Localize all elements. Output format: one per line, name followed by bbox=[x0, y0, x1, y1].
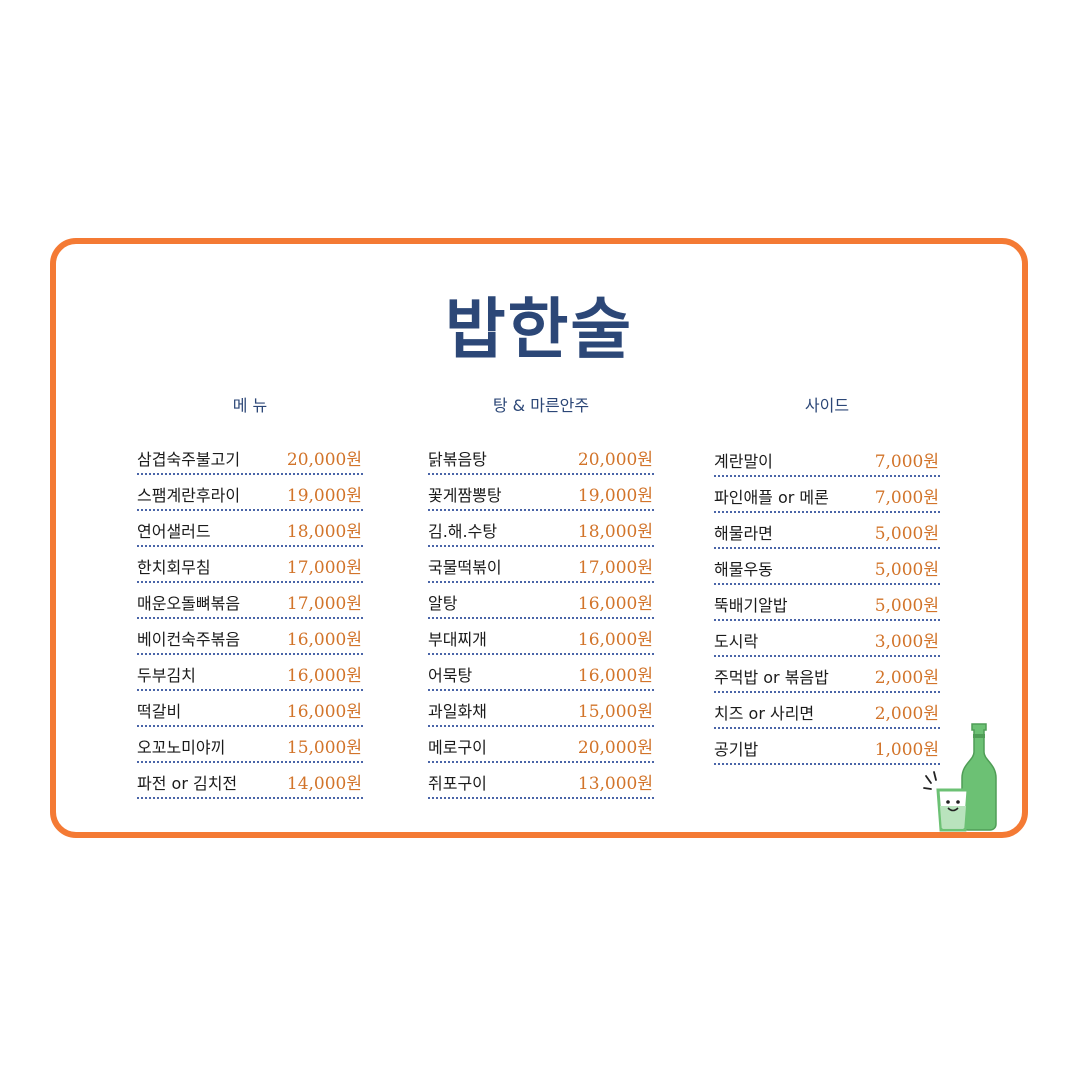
menu-item-name: 한치회무침 bbox=[137, 558, 211, 577]
menu-item-name: 해물라면 bbox=[714, 524, 773, 543]
menu-item-price: 16,000원 bbox=[286, 666, 362, 686]
menu-section-side: 사이드 계란말이 7,000원 파인애플 or 메론 7,000원 해물라면 5,000원… bbox=[714, 392, 940, 768]
menu-item-price: 16,000원 bbox=[577, 594, 653, 614]
menu-item: 매운오돌뼈볶음 17,000원 bbox=[137, 586, 363, 619]
restaurant-logo: 밥한술 bbox=[444, 291, 634, 368]
menu-item: 메로구이 20,000원 bbox=[428, 730, 654, 763]
menu-item-name: 알탕 bbox=[428, 594, 458, 613]
menu-item: 한치회무침 17,000원 bbox=[137, 550, 363, 583]
menu-item-price: 5,000원 bbox=[874, 596, 939, 616]
menu-item: 주먹밥 or 볶음밥 2,000원 bbox=[714, 660, 940, 693]
menu-list: 닭볶음탕 20,000원 꽃게짬뽕탕 19,000원 김.해.수탕 18,000원 국물떡볶… bbox=[428, 442, 654, 799]
menu-item: 연어샐러드 18,000원 bbox=[137, 514, 363, 547]
section-title: 탕 & 마른안주 bbox=[492, 396, 590, 415]
menu-item: 해물라면 5,000원 bbox=[714, 516, 940, 549]
menu-item-name: 계란말이 bbox=[714, 452, 773, 471]
menu-item-price: 20,000원 bbox=[577, 450, 653, 470]
menu-item: 김.해.수탕 18,000원 bbox=[428, 514, 654, 547]
menu-item-price: 17,000원 bbox=[286, 558, 362, 578]
section-title: 메 뉴 bbox=[232, 396, 268, 415]
menu-item: 삼겹숙주불고기 20,000원 bbox=[137, 442, 363, 475]
menu-item-price: 16,000원 bbox=[577, 630, 653, 650]
menu-item-name: 매운오돌뼈볶음 bbox=[137, 594, 241, 613]
menu-item: 스팸계란후라이 19,000원 bbox=[137, 478, 363, 511]
menu-item-price: 16,000원 bbox=[286, 702, 362, 722]
menu-item-name: 메로구이 bbox=[428, 738, 487, 757]
menu-item-price: 19,000원 bbox=[286, 486, 362, 506]
menu-item-name: 국물떡볶이 bbox=[428, 558, 502, 577]
menu-item-name: 베이컨숙주볶음 bbox=[137, 630, 241, 649]
menu-item-name: 과일화채 bbox=[428, 702, 487, 721]
menu-item: 꽃게짬뽕탕 19,000원 bbox=[428, 478, 654, 511]
menu-item-name: 파인애플 or 메론 bbox=[714, 488, 829, 507]
menu-item-name: 오꼬노미야끼 bbox=[137, 738, 226, 757]
menu-item: 오꼬노미야끼 15,000원 bbox=[137, 730, 363, 763]
menu-item-price: 18,000원 bbox=[286, 522, 362, 542]
menu-item: 두부김치 16,000원 bbox=[137, 658, 363, 691]
menu-item: 과일화채 15,000원 bbox=[428, 694, 654, 727]
menu-item-price: 7,000원 bbox=[874, 488, 939, 508]
menu-list: 계란말이 7,000원 파인애플 or 메론 7,000원 해물라면 5,000원 해물우동… bbox=[714, 444, 940, 765]
menu-item-name: 삼겹숙주불고기 bbox=[137, 450, 241, 469]
menu-item-name: 쥐포구이 bbox=[428, 774, 487, 793]
menu-item: 뚝배기알밥 5,000원 bbox=[714, 588, 940, 621]
menu-item: 치즈 or 사리면 2,000원 bbox=[714, 696, 940, 729]
menu-item: 떡갈비 16,000원 bbox=[137, 694, 363, 727]
menu-item: 쥐포구이 13,000원 bbox=[428, 766, 654, 799]
menu-item-price: 1,000원 bbox=[874, 740, 939, 760]
menu-item: 파인애플 or 메론 7,000원 bbox=[714, 480, 940, 513]
menu-item-price: 20,000원 bbox=[286, 450, 362, 470]
section-title: 사이드 bbox=[804, 396, 850, 415]
menu-item-price: 17,000원 bbox=[577, 558, 653, 578]
menu-item: 베이컨숙주볶음 16,000원 bbox=[137, 622, 363, 655]
menu-item-name: 파전 or 김치전 bbox=[137, 774, 238, 793]
menu-item-price: 14,000원 bbox=[286, 774, 362, 794]
menu-item: 닭볶음탕 20,000원 bbox=[428, 442, 654, 475]
menu-item-name: 도시락 bbox=[714, 632, 759, 651]
soju-bottle-and-glass-icon bbox=[923, 723, 997, 832]
menu-item-price: 17,000원 bbox=[286, 594, 362, 614]
menu-item-price: 2,000원 bbox=[874, 668, 939, 688]
menu-item: 알탕 16,000원 bbox=[428, 586, 654, 619]
menu-item-name: 두부김치 bbox=[137, 666, 196, 685]
menu-item: 공기밥 1,000원 bbox=[714, 732, 940, 765]
menu-item-price: 18,000원 bbox=[577, 522, 653, 542]
menu-item-price: 19,000원 bbox=[577, 486, 653, 506]
menu-item-price: 16,000원 bbox=[577, 666, 653, 686]
menu-item: 계란말이 7,000원 bbox=[714, 444, 940, 477]
menu-item-price: 13,000원 bbox=[577, 774, 653, 794]
menu-item-price: 5,000원 bbox=[874, 524, 939, 544]
menu-item-price: 2,000원 bbox=[874, 704, 939, 724]
menu-item-name: 닭볶음탕 bbox=[428, 450, 487, 469]
menu-item: 파전 or 김치전 14,000원 bbox=[137, 766, 363, 799]
menu-item-name: 해물우동 bbox=[714, 560, 773, 579]
menu-item-price: 16,000원 bbox=[286, 630, 362, 650]
menu-item-name: 꽃게짬뽕탕 bbox=[428, 486, 502, 505]
menu-item-name: 스팸계란후라이 bbox=[137, 486, 241, 505]
menu-item-name: 부대찌개 bbox=[428, 630, 487, 649]
menu-item-price: 5,000원 bbox=[874, 560, 939, 580]
menu-item-price: 20,000원 bbox=[577, 738, 653, 758]
menu-item-name: 뚝배기알밥 bbox=[714, 596, 788, 615]
menu-item: 어묵탕 16,000원 bbox=[428, 658, 654, 691]
menu-item-name: 떡갈비 bbox=[137, 702, 182, 721]
menu-item: 국물떡볶이 17,000원 bbox=[428, 550, 654, 583]
menu-item-name: 김.해.수탕 bbox=[428, 522, 498, 541]
menu-section-stew: 탕 & 마른안주 닭볶음탕 20,000원 꽃게짬뽕탕 19,000원 김.해.수탕 18… bbox=[428, 392, 654, 802]
menu-item: 부대찌개 16,000원 bbox=[428, 622, 654, 655]
menu-item-price: 15,000원 bbox=[577, 702, 653, 722]
menu-item-name: 공기밥 bbox=[714, 740, 759, 759]
menu-item-name: 치즈 or 사리면 bbox=[714, 704, 815, 723]
menu-item-price: 7,000원 bbox=[874, 452, 939, 472]
menu-item: 해물우동 5,000원 bbox=[714, 552, 940, 585]
menu-item: 도시락 3,000원 bbox=[714, 624, 940, 657]
menu-item-name: 연어샐러드 bbox=[137, 522, 211, 541]
menu-item-name: 주먹밥 or 볶음밥 bbox=[714, 668, 829, 687]
menu-item-price: 3,000원 bbox=[874, 632, 939, 652]
menu-item-name: 어묵탕 bbox=[428, 666, 473, 685]
menu-board: 밥한술 메 뉴 삼겹숙주불고기 20,000원 스팸계란후라이 19,000원 연어샐러… bbox=[50, 238, 1028, 838]
menu-item-price: 15,000원 bbox=[286, 738, 362, 758]
